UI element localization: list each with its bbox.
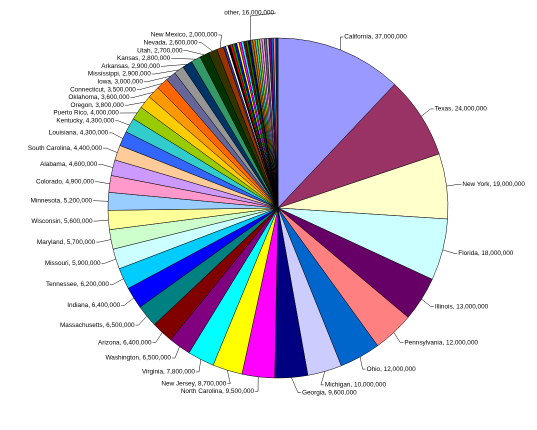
leader-line <box>291 378 301 393</box>
leader-line <box>443 250 458 253</box>
label-california: California, 37,000,000 <box>344 34 407 41</box>
leader-line <box>161 64 187 66</box>
leader-line <box>227 370 230 383</box>
leader-line <box>394 333 404 343</box>
leader-line <box>103 148 117 153</box>
label-virginia: Virginia, 7,800,000 <box>142 369 196 376</box>
leader-line <box>110 279 124 285</box>
label-mississippi: Mississippi, 2,900,000 <box>88 71 151 78</box>
label-florida: Florida, 18,000,000 <box>458 250 514 257</box>
leader-line <box>94 220 109 221</box>
label-arizona: Arizona, 6,400,000 <box>98 339 152 346</box>
label-kansas: Kansas, 2,800,000 <box>117 55 171 62</box>
leader-line <box>115 121 129 125</box>
leader-line <box>421 109 433 117</box>
leader-line <box>255 377 258 392</box>
leader-line <box>340 37 343 50</box>
label-south-carolina: South Carolina, 4,400,000 <box>28 145 103 152</box>
leader-line <box>109 133 123 139</box>
label-alabama: Alabama, 4,600,000 <box>40 161 98 168</box>
label-oklahoma: Oklahoma, 3,600,000 <box>68 94 130 101</box>
pie-slices <box>108 38 448 378</box>
label-new-york: New York, 19,000,000 <box>462 181 525 188</box>
label-nevada: Nevada, 2,600,000 <box>144 39 198 46</box>
leader-line <box>196 360 201 372</box>
leader-line <box>250 13 276 40</box>
label-arkansas: Arkansas, 2,900,000 <box>101 63 160 70</box>
leader-line <box>125 102 145 105</box>
label-colorado: Colorado, 4,900,000 <box>36 178 94 185</box>
label-other: other, 16,000,000 <box>224 10 274 17</box>
leader-line <box>153 333 163 343</box>
label-new-mexico: New Mexico, 2,000,000 <box>151 32 218 39</box>
label-tennessee: Tennessee, 6,200,000 <box>46 281 109 288</box>
leader-line <box>184 51 205 55</box>
leader-line <box>121 298 134 305</box>
label-connecticut: Connecticut, 3,500,000 <box>70 86 136 93</box>
label-iowa: Iowa, 3,000,000 <box>97 78 143 85</box>
label-washington: Washington, 6,500,000 <box>106 355 172 362</box>
label-oregon: Oregon, 3,800,000 <box>70 102 124 109</box>
label-indiana: Indiana, 6,400,000 <box>67 302 120 309</box>
leader-line <box>422 299 434 307</box>
leader-line <box>447 184 462 186</box>
label-illinois: Illinois, 13,000,000 <box>435 303 489 310</box>
label-new-jersey: New Jersey, 8,700,000 <box>161 380 226 387</box>
label-minnesota: Minnesota, 5,200,000 <box>31 197 93 204</box>
label-michigan: Michigan, 10,000,000 <box>325 382 387 389</box>
leader-line <box>96 240 111 243</box>
leader-line <box>172 347 180 358</box>
label-georgia: Georgia, 9,600,000 <box>302 389 357 396</box>
label-texas: Texas, 24,000,000 <box>435 106 488 113</box>
label-ohio: Ohio, 12,000,000 <box>367 366 416 373</box>
leader-line <box>219 35 222 48</box>
leader-line <box>136 316 147 325</box>
leader-line <box>360 357 366 369</box>
leader-line <box>102 259 116 263</box>
label-wisconsin: Wisconsin, 5,600,000 <box>31 218 93 225</box>
leader-line <box>93 201 108 202</box>
leader-line <box>171 58 195 59</box>
leader-line <box>98 164 113 167</box>
label-missouri: Missouri, 5,900,000 <box>45 260 101 267</box>
label-louisiana: Louisiana, 4,300,000 <box>49 130 109 137</box>
label-utah: Utah, 2,700,000 <box>137 47 183 54</box>
leader-line <box>199 43 213 51</box>
label-puerto-rico: Puerto Rico, 4,000,000 <box>53 110 119 117</box>
label-maryland: Maryland, 5,700,000 <box>37 239 96 246</box>
leader-line <box>95 182 110 184</box>
label-north-carolina: North Carolina, 9,500,000 <box>181 388 255 395</box>
label-pennsylvania: Pennsylvania, 12,000,000 <box>404 339 478 346</box>
label-massachusetts: Massachusetts, 6,500,000 <box>60 322 135 329</box>
label-kentucky: Kentucky, 4,300,000 <box>56 117 114 124</box>
